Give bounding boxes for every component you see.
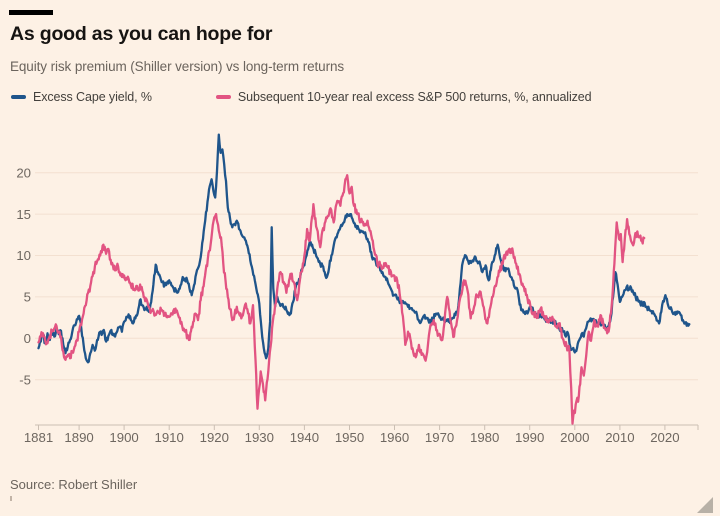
x-axis-label: 1890 — [64, 430, 93, 445]
cape-yield-swatch-icon — [11, 95, 26, 99]
subsequent-returns-swatch-icon — [215, 95, 231, 99]
x-axis-label: 1940 — [290, 430, 319, 445]
x-axis-label: 1881 — [24, 430, 53, 445]
y-axis-label: 0 — [24, 331, 31, 346]
x-axis-label: 1990 — [515, 430, 544, 445]
resize-handle-icon[interactable] — [697, 497, 713, 513]
x-axis-label: 2020 — [650, 430, 679, 445]
legend-label-cape-yield: Excess Cape yield, % — [33, 90, 152, 104]
legend-item-cape-yield: Excess Cape yield, % — [11, 90, 152, 104]
y-axis-label: 15 — [16, 207, 31, 222]
x-axis-label: 1930 — [245, 430, 274, 445]
x-axis-label: 1920 — [200, 430, 229, 445]
page-title: As good as you can hope for — [10, 23, 273, 45]
stray-mark — [10, 496, 12, 501]
legend-label-subsequent-returns: Subsequent 10-year real excess S&P 500 r… — [237, 90, 592, 104]
legend-item-subsequent-returns: Subsequent 10-year real excess S&P 500 r… — [215, 90, 592, 104]
chart-legend: Excess Cape yield, % Subsequent 10-year … — [11, 90, 592, 104]
x-axis-label: 1950 — [335, 430, 364, 445]
x-axis-label: 2010 — [605, 430, 634, 445]
excess-cape-yield-line — [37, 133, 691, 364]
ft-top-bar — [9, 10, 53, 15]
y-axis-label: 5 — [24, 290, 31, 305]
y-axis-label: 10 — [16, 248, 31, 263]
chart-subtitle: Equity risk premium (Shiller version) vs… — [10, 59, 345, 74]
y-axis-label: 20 — [16, 165, 31, 180]
x-axis-label: 2000 — [560, 430, 589, 445]
subsequent-returns-line — [37, 174, 646, 425]
source-note: Source: Robert Shiller — [10, 477, 138, 492]
y-axis-label: -5 — [19, 372, 31, 387]
x-axis-label: 1960 — [380, 430, 409, 445]
x-axis-label: 1910 — [155, 430, 184, 445]
x-axis-label: 1970 — [425, 430, 454, 445]
x-axis-label: 1980 — [470, 430, 499, 445]
x-axis-label: 1900 — [109, 430, 138, 445]
